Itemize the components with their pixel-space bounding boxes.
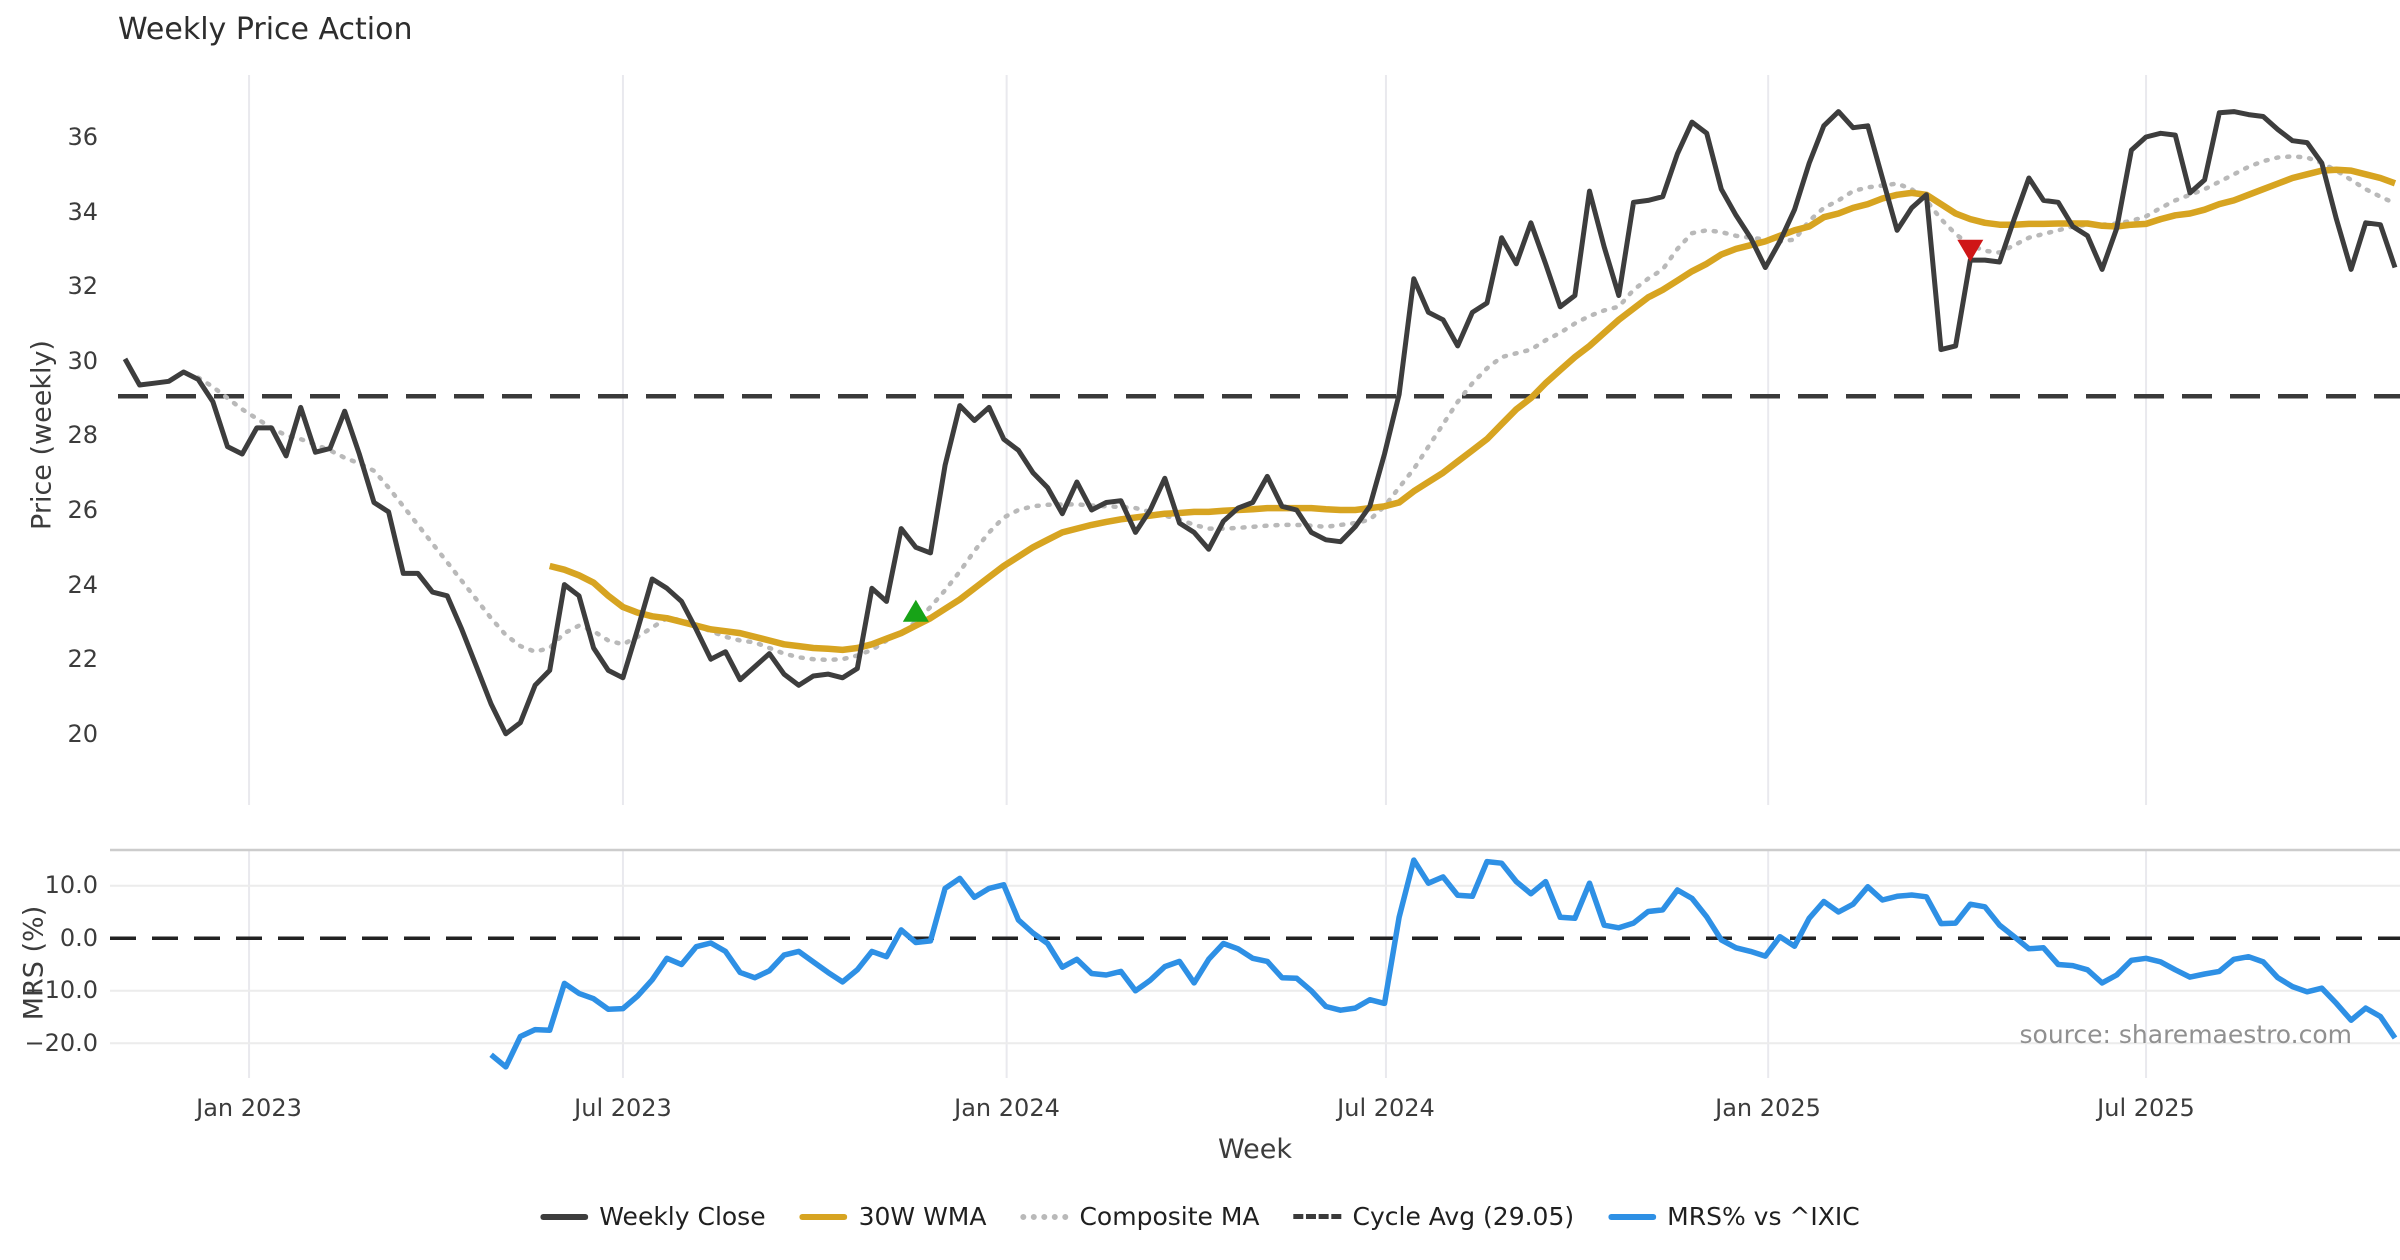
price-ytick-20: 20 <box>67 720 98 748</box>
legend-label: Composite MA <box>1079 1202 1260 1231</box>
xtick-jul-2023: Jul 2023 <box>574 1094 672 1122</box>
legend-item-30w-wma: 30W WMA <box>799 1202 987 1231</box>
cycle-avg-line-swatch <box>1293 1214 1342 1219</box>
price-ytick-26: 26 <box>67 496 98 524</box>
mrs-ytick-10: 10.0 <box>44 871 98 899</box>
xtick-jan-2025: Jan 2025 <box>1715 1094 1821 1122</box>
weekly-close-line-swatch <box>540 1213 589 1220</box>
mrs-line-swatch <box>1608 1213 1657 1220</box>
legend-label: Weekly Close <box>599 1202 766 1231</box>
mrs-line <box>489 857 2398 1070</box>
price-ytick-22: 22 <box>67 645 98 673</box>
sell-signal-marker-icon <box>1957 239 1984 262</box>
price-ytick-24: 24 <box>67 571 98 599</box>
source-note: source: sharemaestro.com <box>2019 1020 2353 1049</box>
xtick-jul-2024: Jul 2024 <box>1337 1094 1435 1122</box>
legend-item-weekly-close: Weekly Close <box>540 1202 766 1231</box>
legend: Weekly Close 30W WMA Composite MA Cycle … <box>540 1202 1860 1231</box>
composite-ma-line-swatch <box>1020 1213 1069 1220</box>
wma-line-swatch <box>799 1213 848 1220</box>
legend-label: MRS% vs ^IXIC <box>1667 1202 1860 1231</box>
legend-item-mrs: MRS% vs ^IXIC <box>1608 1202 1860 1231</box>
mrs-ytick-n20: −20.0 <box>24 1029 98 1057</box>
xtick-jul-2025: Jul 2025 <box>2097 1094 2195 1122</box>
price-ytick-32: 32 <box>67 272 98 300</box>
legend-item-cycle-avg: Cycle Avg (29.05) <box>1293 1202 1575 1231</box>
page-title: Weekly Price Action <box>118 12 413 47</box>
price-ytick-30: 30 <box>67 347 98 375</box>
legend-item-composite-ma: Composite MA <box>1020 1202 1260 1231</box>
wma-30w-line <box>548 166 2397 654</box>
x-axis-label: Week <box>1218 1134 1292 1165</box>
legend-label: Cycle Avg (29.05) <box>1352 1202 1575 1231</box>
mrs-axis-label: MRS (%) <box>18 905 50 1021</box>
buy-signal-marker-icon <box>902 599 929 622</box>
price-ytick-34: 34 <box>67 198 98 226</box>
weekly-close-line <box>122 109 2398 737</box>
xtick-jan-2024: Jan 2024 <box>954 1094 1060 1122</box>
composite-ma-line <box>195 154 2398 663</box>
xtick-jan-2023: Jan 2023 <box>196 1094 302 1122</box>
mrs-ytick-0: 0.0 <box>59 924 98 952</box>
mrs-ytick-n10: −10.0 <box>24 976 98 1004</box>
price-ytick-28: 28 <box>67 421 98 449</box>
legend-label: 30W WMA <box>858 1202 987 1231</box>
price-axis-label: Price (weekly) <box>26 340 58 530</box>
price-ytick-36: 36 <box>67 123 98 151</box>
